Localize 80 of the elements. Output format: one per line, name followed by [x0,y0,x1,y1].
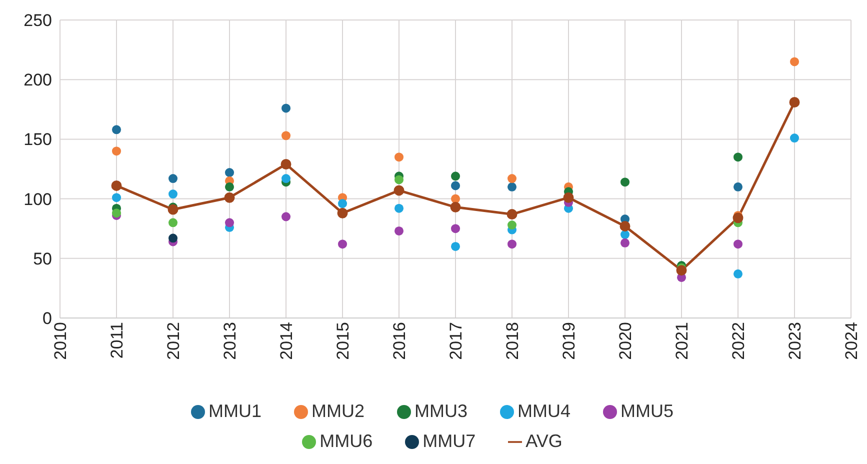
point [338,199,348,208]
point [450,172,460,181]
point [789,97,800,108]
point [168,234,178,243]
y-tick-label: 50 [33,249,52,268]
point [676,265,687,276]
point [111,180,122,191]
point [620,238,630,248]
point [450,194,460,204]
point [394,185,404,196]
x-tick-label: 2014 [277,322,296,360]
legend-label: MMU2 [312,401,364,421]
point [733,182,743,192]
x-tick-label: 2010 [51,322,70,360]
point [168,190,178,199]
point [394,204,404,213]
point [394,175,404,184]
point [394,152,404,162]
legend-label: MMU5 [620,401,674,421]
point [790,57,800,66]
y-tick-label: 150 [24,130,52,150]
point [281,104,291,113]
y-tick-label: 250 [24,11,52,30]
x-tick-label: 2019 [560,322,579,360]
x-tick-label: 2022 [729,322,748,360]
point [507,182,517,192]
x-tick-label: 2021 [672,322,692,360]
x-tick-label: 2020 [616,322,636,360]
x-tick-label: 2011 [108,322,127,359]
y-tick-label: 200 [24,70,52,90]
point [394,226,404,236]
x-tick-label: 2024 [842,322,862,360]
point [112,193,122,202]
point [450,224,460,234]
point [732,212,744,224]
point [281,174,291,184]
point [450,181,460,190]
point [337,208,348,218]
legend-label: AVG [526,431,562,451]
point [507,240,517,249]
legend-label: MMU1 [208,401,262,421]
x-tick-label: 2017 [446,322,466,360]
point [507,220,517,230]
x-tick-label: 2015 [334,322,353,360]
point [112,146,122,156]
legend-label: MMU7 [422,431,476,451]
point [620,178,630,187]
point [224,182,234,192]
point [168,204,178,215]
y-tick-label: 0 [42,309,52,328]
point [224,192,235,203]
legend-label: MMU4 [518,401,570,421]
x-tick-label: 2013 [220,322,240,360]
y-tick-label: 100 [24,190,52,209]
x-tick-label: 2012 [164,322,184,360]
point [280,158,292,170]
point [563,192,574,203]
legend-label: MMU3 [414,401,468,421]
point [168,218,178,228]
point [338,240,348,249]
point [168,174,178,184]
point [224,168,234,178]
point [224,218,234,228]
x-tick-label: 2016 [390,322,410,360]
point [733,240,743,249]
point [733,269,743,278]
legend-label: MMU6 [320,431,373,451]
point [281,131,291,140]
point [281,212,291,222]
x-tick-label: 2018 [503,322,522,360]
point [733,152,743,162]
point [112,125,122,134]
point [790,134,800,143]
point [450,202,461,212]
point [620,230,630,240]
x-tick-label: 2023 [786,322,805,360]
point [620,220,630,232]
point [450,242,460,251]
point [507,174,517,184]
point [506,209,518,220]
